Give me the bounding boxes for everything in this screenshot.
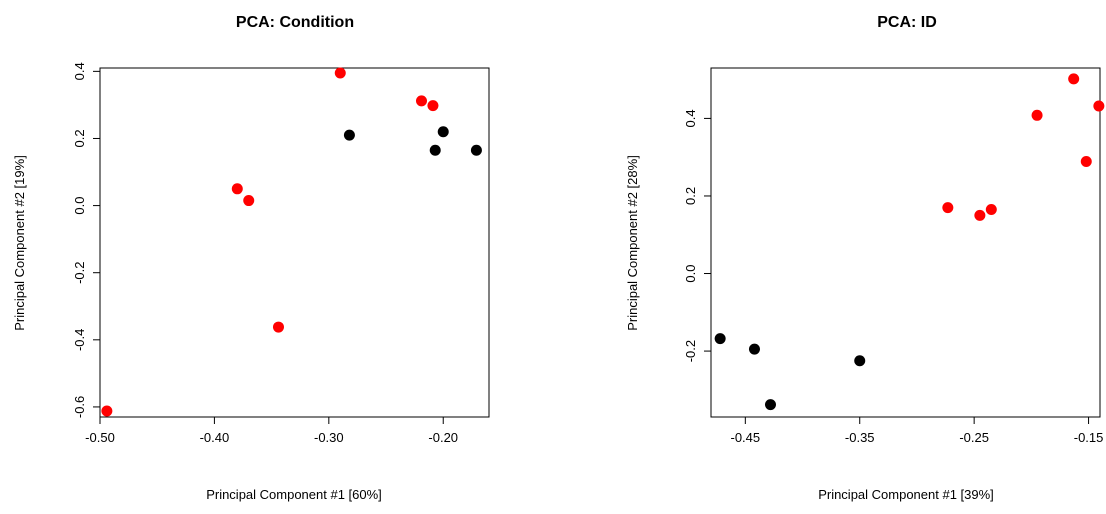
chart-condition: PCA: Condition -0.50 -0.40 -0.30 -0.20 -0.6… — [12, 14, 490, 502]
data-point — [470, 144, 482, 156]
chart-title: PCA: ID — [877, 14, 937, 31]
x-tick-label: -0.30 — [314, 430, 344, 445]
data-point — [854, 355, 866, 367]
y-tick-label: 0.4 — [683, 109, 698, 127]
x-tick-label: -0.50 — [85, 430, 115, 445]
data-point — [334, 67, 346, 79]
plot-frame — [710, 67, 1101, 418]
data-point — [974, 209, 986, 221]
chart-id: PCA: ID -0.45 -0.35 -0.25 -0.15 -0.2 0.0 0.2 0… — [625, 14, 1105, 502]
scatter-points — [101, 67, 482, 417]
data-point — [272, 321, 284, 333]
y-tick-label: -0.6 — [72, 396, 87, 418]
y-axis: -0.2 0.0 0.2 0.4 — [683, 109, 711, 362]
x-tick-label: -0.20 — [428, 430, 458, 445]
x-tick-label: -0.35 — [845, 430, 875, 445]
x-axis: -0.50 -0.40 -0.30 -0.20 — [85, 417, 458, 445]
y-tick-label: 0.0 — [683, 264, 698, 282]
data-point — [243, 195, 255, 207]
x-axis-label: Principal Component #1 [60%] — [206, 487, 382, 502]
x-tick-label: -0.15 — [1074, 430, 1104, 445]
data-point — [101, 405, 113, 417]
data-point — [415, 95, 427, 107]
data-point — [1068, 73, 1080, 85]
data-point — [714, 333, 726, 345]
data-point — [429, 144, 441, 156]
y-tick-label: -0.2 — [72, 261, 87, 283]
data-point — [764, 399, 776, 411]
data-point — [437, 126, 449, 138]
y-tick-label: -0.2 — [683, 340, 698, 362]
x-tick-label: -0.40 — [200, 430, 230, 445]
y-tick-label: -0.4 — [72, 329, 87, 351]
y-axis-label: Principal Component #2 [28%] — [625, 155, 640, 331]
x-tick-label: -0.25 — [959, 430, 989, 445]
data-point — [1080, 155, 1092, 167]
x-axis: -0.45 -0.35 -0.25 -0.15 — [731, 417, 1104, 445]
data-point — [343, 129, 355, 141]
scatter-points — [714, 73, 1105, 411]
y-tick-label: 0.2 — [72, 129, 87, 147]
data-point — [985, 204, 997, 216]
plot-frame — [99, 67, 490, 418]
y-tick-label: 0.4 — [72, 62, 87, 80]
y-tick-label: 0.2 — [683, 187, 698, 205]
data-point — [1093, 100, 1105, 112]
x-axis-label: Principal Component #1 [39%] — [818, 487, 994, 502]
y-axis-label: Principal Component #2 [19%] — [12, 155, 27, 331]
data-point — [1031, 109, 1043, 121]
x-tick-label: -0.45 — [731, 430, 761, 445]
data-point — [942, 202, 954, 214]
data-point — [231, 183, 243, 195]
chart-title: PCA: Condition — [236, 14, 354, 31]
data-point — [427, 100, 439, 112]
y-tick-label: 0.0 — [72, 197, 87, 215]
y-axis: -0.6 -0.4 -0.2 0.0 0.2 0.4 — [72, 62, 100, 418]
data-point — [748, 343, 760, 355]
